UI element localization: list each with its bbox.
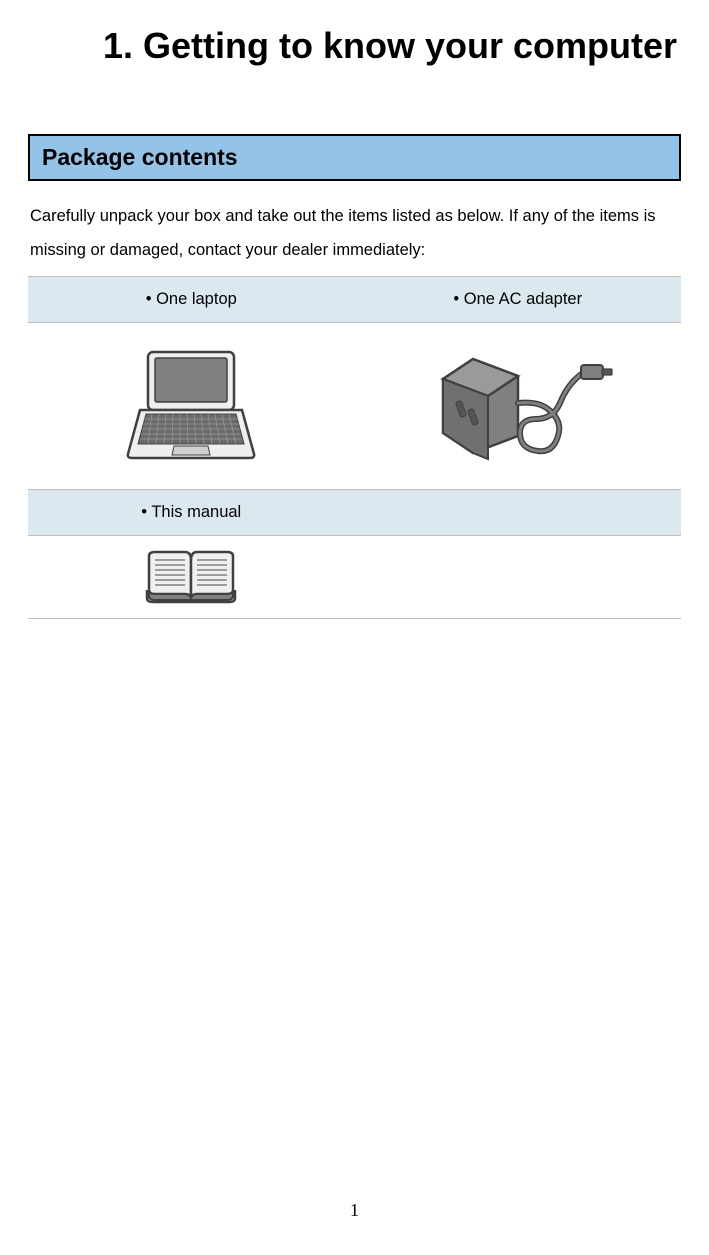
intro-paragraph: Carefully unpack your box and take out t… — [28, 199, 681, 268]
label-cell-manual: • This manual — [28, 490, 355, 536]
label-cell-adapter: • One AC adapter — [355, 277, 682, 323]
label-cell-laptop: • One laptop — [28, 277, 355, 323]
page-number: 1 — [0, 1200, 709, 1221]
table-row — [28, 536, 681, 619]
manual-icon — [141, 546, 241, 608]
laptop-icon — [116, 346, 266, 466]
table-row: • One laptop • One AC adapter — [28, 277, 681, 323]
page-title: 1. Getting to know your computer — [28, 18, 681, 74]
icon-cell-empty — [355, 536, 682, 619]
icon-cell-manual — [28, 536, 355, 619]
label-cell-empty — [355, 490, 682, 536]
ac-adapter-icon — [418, 341, 618, 471]
icon-cell-laptop — [28, 323, 355, 490]
section-heading-package-contents: Package contents — [28, 134, 681, 181]
table-row — [28, 323, 681, 490]
icon-cell-adapter — [355, 323, 682, 490]
package-contents-table: • One laptop • One AC adapter — [28, 276, 681, 619]
table-row: • This manual — [28, 490, 681, 536]
